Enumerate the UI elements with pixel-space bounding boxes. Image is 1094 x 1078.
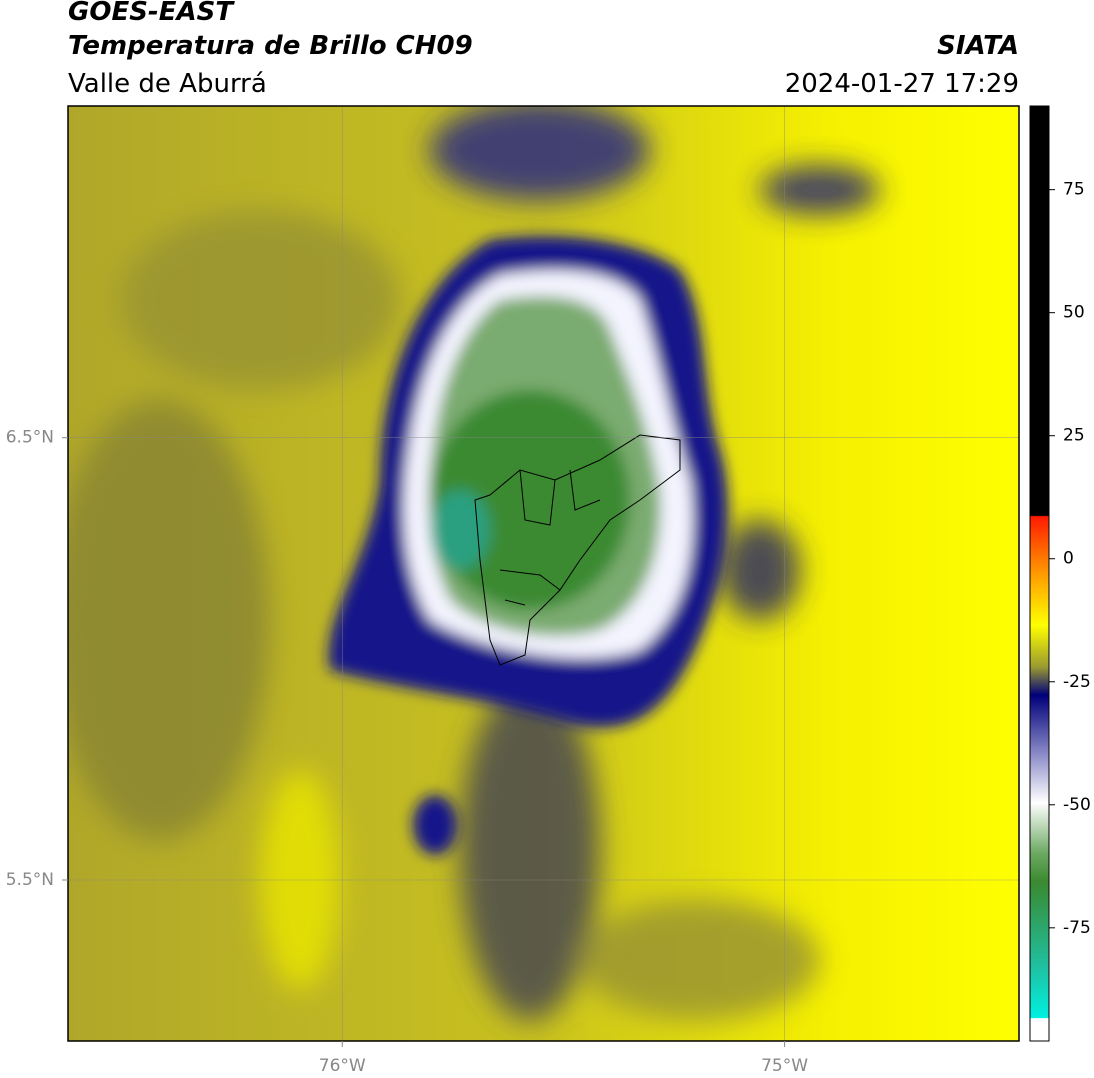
colorbar-tick-label: -75 [1063,918,1091,938]
gridlines [68,106,1019,1041]
colorbar [1029,105,1050,1042]
colorbar-tick-label: -50 [1063,795,1091,815]
x-tick-label: 76°W [319,1056,366,1076]
x-tick-label: 75°W [761,1056,808,1076]
colorbar-tick-label: 50 [1063,303,1085,323]
colorbar-tick-label: 75 [1063,180,1085,200]
region: Valle de Aburrá [68,69,267,99]
colorbar-tick-label: 25 [1063,426,1085,446]
y-tick-label: 6.5°N [6,428,54,448]
map-frame [67,105,1020,1042]
title: GOES-EAST [68,0,235,27]
colorbar-tick-label: 0 [1063,549,1074,569]
source: SIATA [937,31,1019,61]
subtitle: Temperatura de Brillo CH09 [68,31,473,61]
colorbar-tick-label: -25 [1063,672,1091,692]
y-tick-label: 5.5°N [6,870,54,890]
satellite-image [68,106,1019,1041]
timestamp: 2024-01-27 17:29 [785,69,1019,99]
